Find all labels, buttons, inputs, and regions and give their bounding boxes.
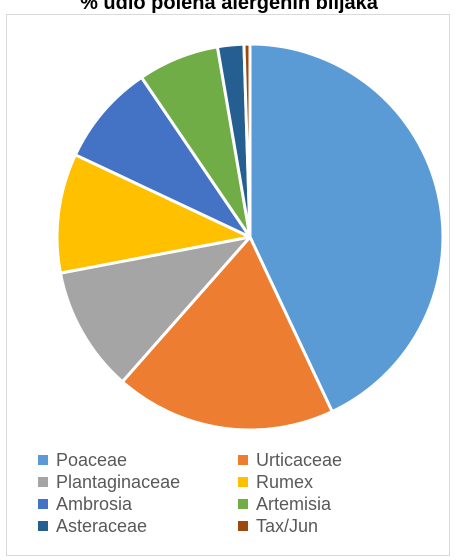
legend-swatch	[38, 455, 48, 465]
legend-swatch	[238, 499, 248, 509]
pie-slice-plantaginaceae	[58, 235, 252, 384]
pie-slice-urticaceae	[120, 235, 334, 432]
pie-chart	[55, 42, 445, 432]
legend-item-urticaceae: Urticaceae	[238, 449, 438, 471]
legend-swatch	[38, 477, 48, 487]
legend-item-artemisia: Artemisia	[238, 493, 438, 515]
legend-item-tax-jun: Tax/Jun	[238, 515, 438, 537]
legend-label: Asteraceae	[56, 515, 148, 536]
legend-label: Ambrosia	[56, 493, 133, 514]
legend-label: Urticaceae	[256, 449, 343, 470]
legend-label: Artemisia	[256, 493, 332, 514]
legend-swatch	[38, 521, 48, 531]
legend-item-rumex: Rumex	[238, 471, 438, 493]
pie-slice-poaceae	[248, 42, 445, 414]
legend-item-asteraceae: Asteraceae	[38, 515, 238, 537]
legend-label: Tax/Jun	[256, 515, 319, 536]
pie-slice-rumex	[55, 153, 252, 275]
legend-swatch	[238, 521, 248, 531]
chart-legend: Poaceae Urticaceae Plantaginaceae Rumex Ambr…	[38, 449, 438, 537]
legend-swatch	[38, 499, 48, 509]
pie-slice-ambrosia	[73, 75, 252, 239]
legend-item-poaceae: Poaceae	[38, 449, 238, 471]
legend-label: Plantaginaceae	[56, 471, 181, 492]
legend-item-ambrosia: Ambrosia	[38, 493, 238, 515]
pie-slice-tax-jun	[242, 42, 252, 239]
legend-swatch	[238, 455, 248, 465]
legend-swatch	[238, 477, 248, 487]
legend-label: Poaceae	[56, 449, 128, 470]
legend-label: Rumex	[256, 471, 314, 492]
legend-item-plantaginaceae: Plantaginaceae	[38, 471, 238, 493]
chart-title: % udio polena alergenih biljaka	[80, 0, 378, 14]
